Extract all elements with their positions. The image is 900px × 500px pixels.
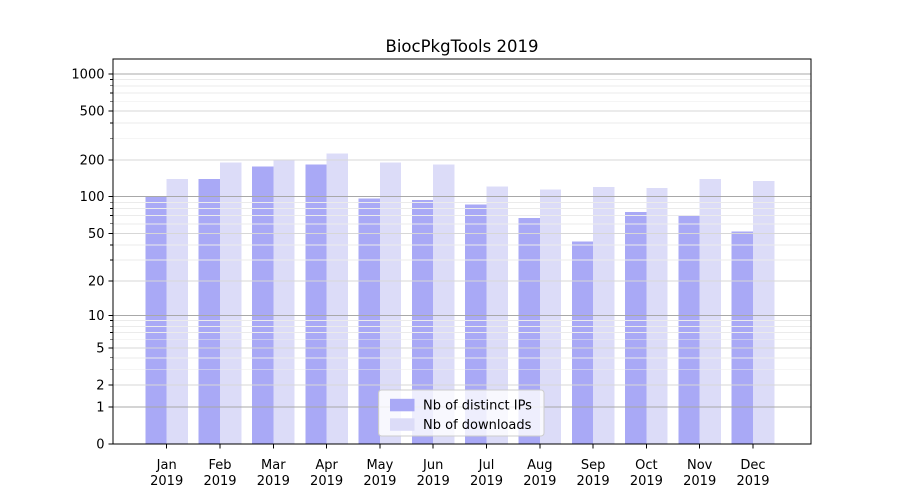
bar-distinct-ips-mar (252, 166, 274, 444)
y-tick-label-5: 5 (96, 342, 104, 357)
y-tick-label-100: 100 (80, 190, 105, 205)
bar-distinct-ips-jul (465, 204, 487, 444)
y-tick-label-2: 2 (96, 379, 104, 394)
bar-downloads-nov (699, 179, 721, 444)
y-tick-label-0: 0 (96, 438, 104, 453)
x-tick-label-jun: Jun 2019 (417, 458, 450, 489)
legend: Nb of distinct IPs Nb of downloads (378, 389, 545, 437)
y-tick-label-20: 20 (88, 274, 105, 289)
legend-label-distinct-ips: Nb of distinct IPs (423, 399, 532, 414)
x-tick-label-oct: Oct 2019 (630, 458, 663, 489)
bar-downloads-dec (753, 180, 775, 445)
x-tick-label-jul: Jul 2019 (470, 458, 503, 489)
y-tick-label-200: 200 (80, 153, 105, 168)
x-tick-label-may: May 2019 (363, 458, 396, 489)
bar-distinct-ips-feb (198, 179, 220, 444)
bar-distinct-ips-jun (411, 200, 434, 444)
bar-downloads-apr (326, 153, 348, 444)
y-tick-label-10: 10 (88, 309, 105, 324)
legend-label-downloads: Nb of downloads (423, 418, 532, 433)
y-tick-label-1000: 1000 (71, 67, 104, 82)
bar-downloads-aug (539, 189, 562, 444)
gridlines-layer (113, 73, 811, 408)
bar-distinct-ips-aug (518, 217, 540, 444)
x-tick-label-feb: Feb 2019 (203, 458, 236, 489)
x-tick-label-jan: Jan 2019 (150, 458, 183, 489)
bars-layer (145, 153, 775, 445)
y-tick-label-50: 50 (88, 227, 105, 242)
x-tick-label-sep: Sep 2019 (577, 458, 610, 489)
x-tick-label-nov: Nov 2019 (683, 458, 716, 489)
x-tick-label-dec: Dec 2019 (736, 458, 769, 489)
bar-downloads-jan (166, 178, 188, 444)
bar-downloads-jun (433, 164, 455, 444)
x-tick-label-mar: Mar 2019 (257, 458, 290, 489)
bar-distinct-ips-oct (625, 212, 647, 444)
y-tick-label-1: 1 (96, 400, 104, 415)
legend-swatch-distinct-ips (390, 398, 415, 412)
bar-distinct-ips-dec (731, 231, 753, 444)
bar-distinct-ips-apr (305, 164, 327, 444)
bar-downloads-feb (220, 162, 242, 444)
y-tick-label-500: 500 (80, 104, 105, 119)
plot-border (112, 58, 812, 445)
chart-title: BiocPkgTools 2019 (386, 37, 539, 56)
axes-layer: 0 1 2 5 10 20 50 100 200 500 1000 Jan 2019 Feb 2019 Mar… (71, 58, 812, 489)
bar-downloads-mar (273, 159, 295, 444)
legend-swatch-downloads (390, 418, 415, 431)
x-tick-label-aug: Aug 2019 (523, 458, 556, 489)
x-tick-label-apr: Apr 2019 (310, 458, 343, 489)
legend-box (378, 389, 545, 437)
bar-distinct-ips-sep (571, 241, 594, 444)
bar-distinct-ips-nov (678, 214, 700, 444)
